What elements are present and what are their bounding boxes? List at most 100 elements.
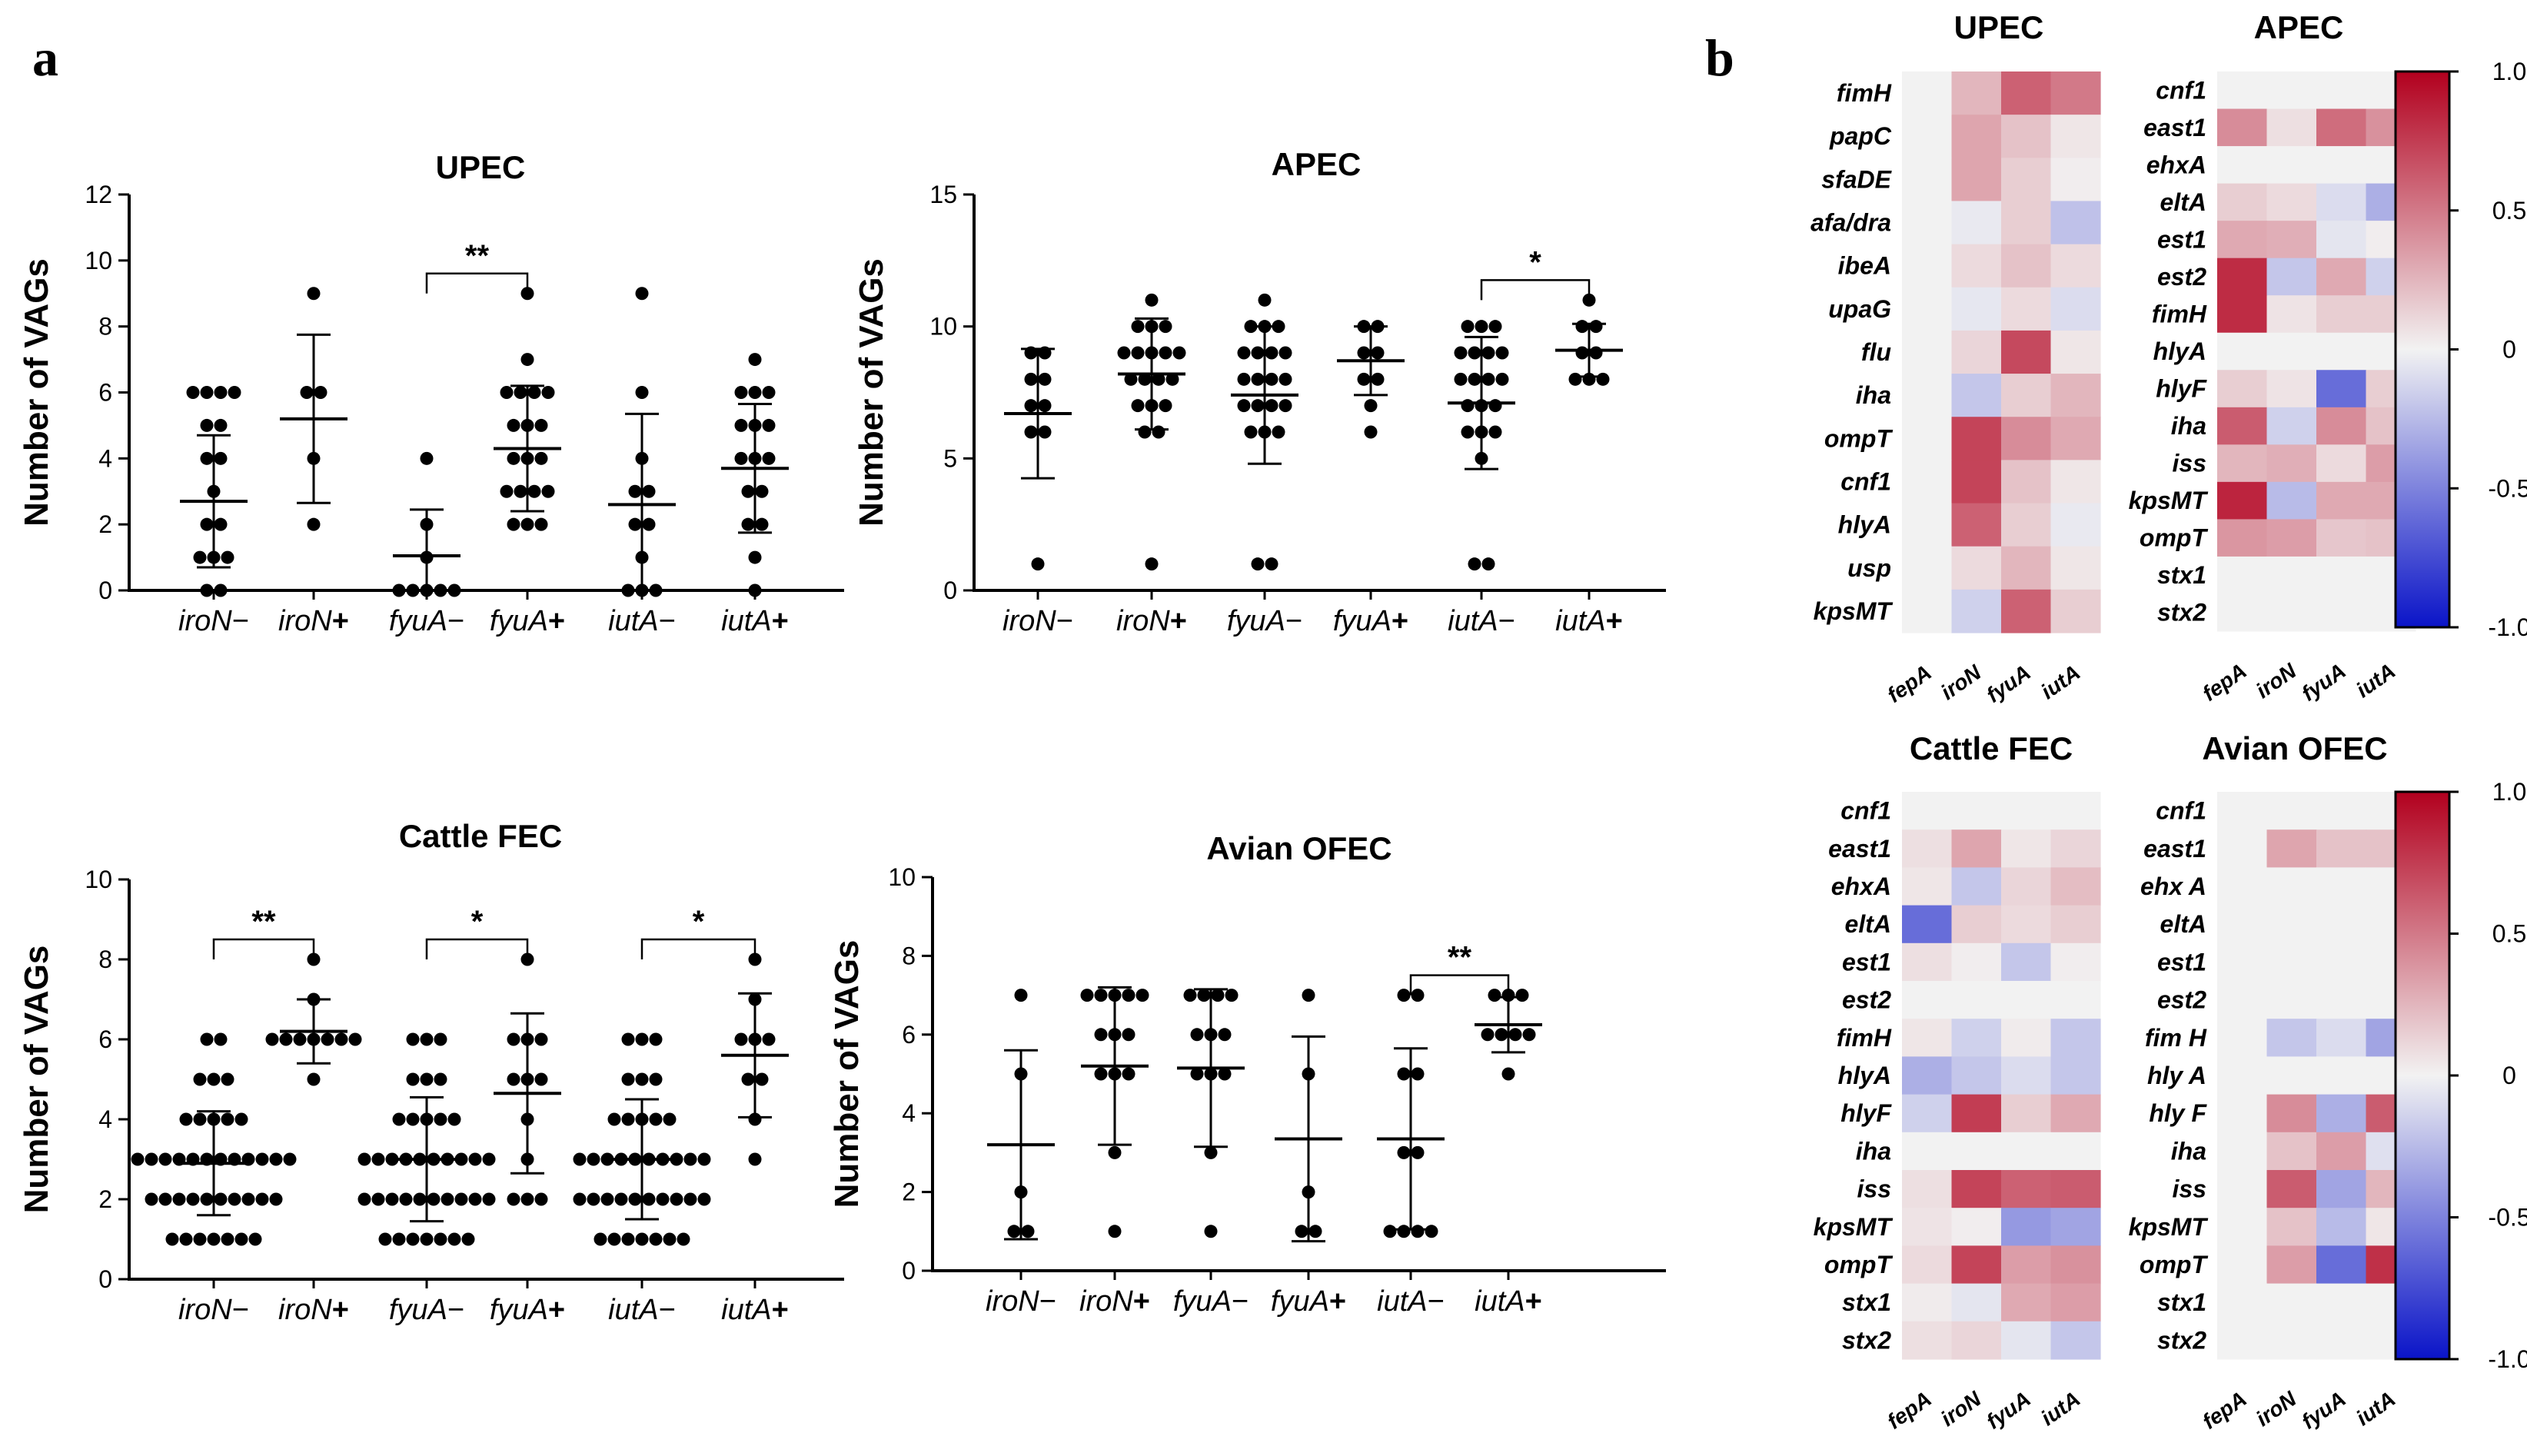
heatmap-row-label: hlyA: [1838, 1062, 1891, 1089]
heatmap-row-label: east1: [1828, 835, 1891, 863]
heatmap-row-label: afa/dra: [1810, 209, 1891, 237]
x-category-label: iutA−: [608, 605, 676, 637]
data-point: [1411, 989, 1425, 1002]
y-axis-label: Number of VAGs: [18, 258, 55, 527]
data-point: [1204, 1225, 1218, 1238]
data-point: [734, 418, 748, 432]
heatmap-cell: [2266, 332, 2317, 371]
data-point: [392, 583, 406, 597]
data-point: [748, 386, 762, 399]
heatmap-cell: [1951, 942, 2002, 982]
data-point: [234, 1112, 248, 1126]
data-point: [1495, 346, 1509, 360]
heatmap-cell: [2050, 905, 2101, 944]
colorbar-gradient: [2394, 790, 2451, 1361]
heatmap-col-label: fyuA: [1982, 660, 2035, 707]
data-point: [1397, 1145, 1411, 1159]
data-point: [573, 1192, 587, 1206]
heatmap-row-label: east1: [2143, 835, 2206, 863]
category-group: [392, 451, 461, 597]
data-point: [594, 1232, 607, 1246]
data-point: [321, 1032, 334, 1046]
heatmap-cell: [2217, 258, 2268, 296]
heatmap-cell: [1902, 503, 1953, 547]
heatmap-col-label: fepA: [1883, 1387, 1936, 1434]
heatmap-cell: [2217, 407, 2268, 445]
heatmap-row-label: fimH: [1837, 79, 1892, 107]
data-point: [748, 1152, 762, 1166]
heatmap-cell: [1951, 115, 2002, 158]
data-point: [1122, 1028, 1135, 1042]
data-point: [255, 1152, 269, 1166]
data-point: [348, 1032, 362, 1046]
data-point: [406, 1032, 420, 1046]
y-tick-label: 8: [98, 946, 112, 973]
heatmap-cell: [2266, 556, 2317, 595]
heatmap-cell: [2001, 417, 2052, 460]
data-point: [214, 451, 228, 465]
colorbar-tick-label: -0.5: [2488, 474, 2527, 502]
colorbar-bottom: 1.0 0.5 0 -0.5 -1.0: [2394, 778, 2527, 1373]
heatmap-row-label: est2: [2157, 986, 2206, 1014]
heatmap-row-label: papC: [1829, 122, 1892, 150]
data-point: [165, 1232, 179, 1246]
data-point: [1265, 372, 1278, 386]
heatmap-col-label: iroN: [1937, 660, 1986, 704]
heatmap-row-label: est1: [1842, 948, 1891, 976]
x-category-label: fyuA−: [1173, 1285, 1249, 1318]
data-point: [734, 451, 748, 465]
data-point: [334, 1032, 348, 1046]
data-point: [628, 484, 642, 498]
data-point: [1278, 372, 1292, 386]
heatmap-cell: [2266, 829, 2317, 868]
y-tick-label: 15: [929, 181, 957, 208]
heatmap-cell: [2001, 115, 2052, 158]
data-point: [293, 1032, 307, 1046]
data-point: [642, 1192, 656, 1206]
heatmap-cell: [2217, 1132, 2268, 1171]
colorbar-tick-label: -1.0: [2488, 613, 2527, 641]
heatmap-cell: [2217, 942, 2268, 982]
data-point: [392, 1112, 406, 1126]
x-category-label: iutA+: [1475, 1285, 1542, 1318]
category-group: [131, 1032, 297, 1246]
data-point: [1152, 425, 1165, 439]
data-point: [1021, 1225, 1035, 1238]
heatmap-col-label: fepA: [2198, 659, 2251, 706]
data-point: [1371, 346, 1385, 360]
heatmap-cell: [2050, 503, 2101, 547]
heatmap-row-label: stx2: [2157, 1326, 2206, 1354]
category-group: [1337, 320, 1405, 439]
category-group: [1555, 293, 1623, 386]
heatmap-col-label: fepA: [1883, 660, 1936, 707]
data-point: [755, 484, 769, 498]
data-point: [628, 1192, 642, 1206]
y-tick-label: 10: [929, 313, 957, 341]
data-point: [1278, 399, 1292, 413]
heatmap-row-label: cnf1: [2156, 797, 2206, 825]
heatmap-cell: [2266, 905, 2317, 944]
data-point: [207, 1072, 221, 1086]
heatmap-cell: [2316, 829, 2367, 868]
x-category-label: fyuA−: [389, 605, 464, 637]
data-point: [1251, 372, 1265, 386]
data-point: [1508, 1028, 1522, 1042]
data-point: [1265, 346, 1278, 360]
heatmap-cell: [2316, 407, 2367, 445]
heatmap-row-label: iha: [2171, 1137, 2206, 1165]
heatmap-cell: [2001, 201, 2052, 245]
significance-label: **: [1448, 941, 1472, 975]
x-category-label: iroN+: [1116, 605, 1187, 637]
heatmap-cell: [2001, 1208, 2052, 1246]
data-point: [1397, 1225, 1411, 1238]
heatmap-col-label: iutA: [2352, 659, 2399, 703]
data-point: [193, 550, 207, 564]
data-point: [420, 1232, 434, 1246]
data-point: [214, 517, 228, 531]
heatmap-col-label: iutA: [2352, 1387, 2399, 1431]
heatmap-cell: [2266, 146, 2317, 184]
heatmap-cell: [1951, 1283, 2002, 1322]
upec-scatter-plot: UPEC Number of VAGs 0 2 4 6 8 10 12 iroN− iroN+ fyu…: [18, 149, 844, 637]
heatmap-title: APEC: [2254, 9, 2344, 45]
data-point: [1272, 425, 1285, 439]
